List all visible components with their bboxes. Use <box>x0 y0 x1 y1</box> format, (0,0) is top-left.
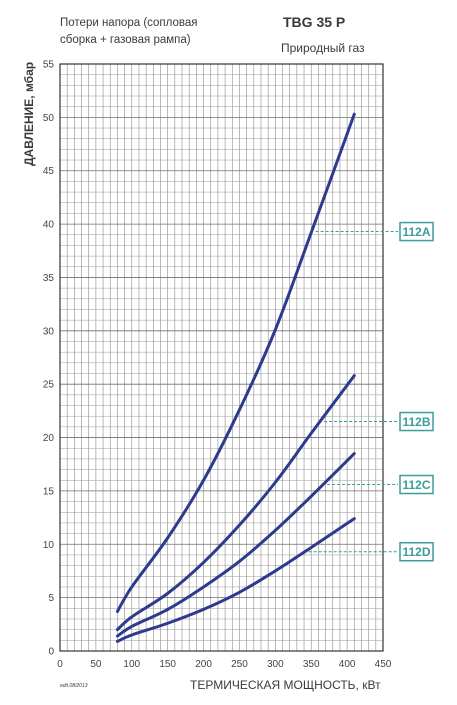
series-label-box <box>399 221 434 242</box>
chart-title: TBG 35 P <box>283 14 345 30</box>
y-tick-label: 0 <box>48 647 54 658</box>
y-tick-label: 40 <box>43 220 55 231</box>
x-tick-label: 300 <box>267 659 284 670</box>
chart-subtitle: Природный газ <box>281 41 365 55</box>
series-line-112d <box>115 517 356 643</box>
series-label-box <box>399 411 434 432</box>
chart-note-line-2: сборка + газовая рампа) <box>60 34 191 46</box>
x-tick-label: 0 <box>57 659 63 670</box>
series-lines <box>115 112 356 643</box>
series-label-112b: 112B <box>402 415 430 429</box>
y-tick-label: 45 <box>43 166 55 177</box>
y-tick-label: 50 <box>43 113 55 124</box>
y-axis-label: ДАВЛЕНИЕ, мбар <box>22 62 36 166</box>
series-label-112c: 112C <box>402 478 430 492</box>
tick-labels: 0 50 100 150 200 250 300 350 400 450 0 5 10 15 20 25 30 3… <box>43 60 392 671</box>
edition-note: edit.08/2013 <box>60 683 88 689</box>
y-tick-label: 5 <box>48 593 54 604</box>
series-label-box <box>399 541 434 562</box>
y-tick-label: 15 <box>43 486 55 497</box>
x-tick-label: 400 <box>339 659 356 670</box>
series-label-box <box>399 474 434 495</box>
x-tick-label: 450 <box>375 659 392 670</box>
x-tick-label: 100 <box>123 659 140 670</box>
series-labels: 112A 112B 112C 112D <box>308 221 434 562</box>
y-tick-label: 20 <box>43 433 55 444</box>
x-tick-label: 250 <box>231 659 248 670</box>
x-tick-label: 350 <box>303 659 320 670</box>
grid <box>59 63 384 652</box>
x-tick-label: 200 <box>195 659 212 670</box>
x-tick-label: 150 <box>159 659 176 670</box>
y-tick-label: 35 <box>43 273 55 284</box>
series-line-112a <box>115 112 356 614</box>
plot-frame <box>59 63 384 652</box>
series-label-112d: 112D <box>402 545 430 559</box>
series-label-112a: 112A <box>402 225 430 239</box>
y-tick-label: 55 <box>43 60 55 71</box>
x-axis-label: ТЕРМИЧЕСКАЯ МОЩНОСТЬ, кВт <box>190 678 381 692</box>
y-tick-label: 30 <box>43 326 55 337</box>
x-tick-label: 50 <box>90 659 102 670</box>
y-tick-label: 25 <box>43 380 55 391</box>
series-line-112b <box>115 374 356 632</box>
series-line-112c <box>115 452 356 638</box>
chart-note-line-1: Потери напора (сопловая <box>60 17 197 29</box>
y-tick-label: 10 <box>43 540 55 551</box>
